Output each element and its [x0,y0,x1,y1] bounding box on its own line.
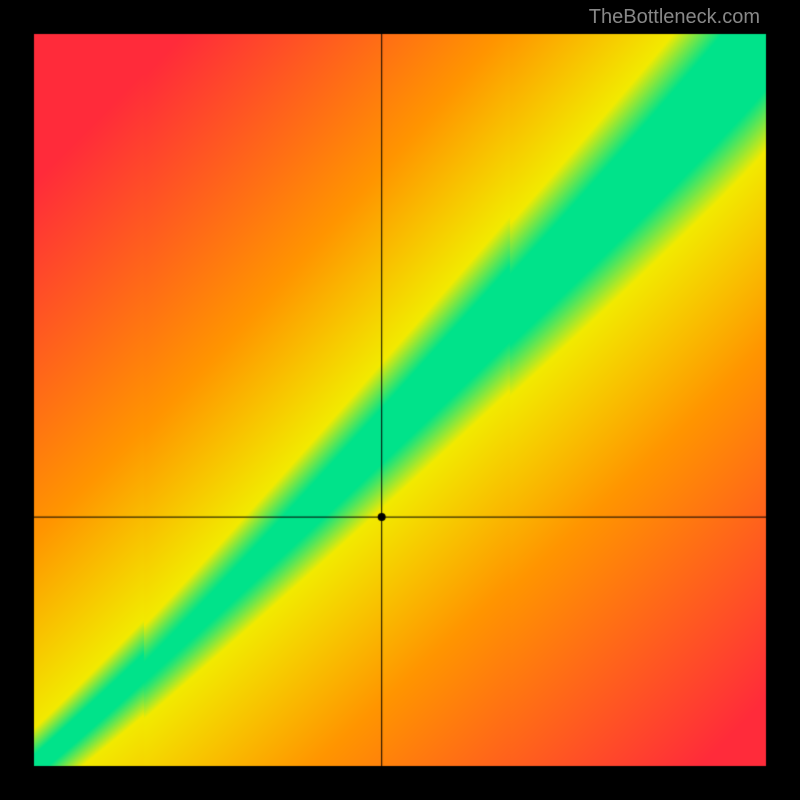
watermark-text: TheBottleneck.com [589,6,760,29]
bottleneck-heatmap-chart [0,0,800,800]
